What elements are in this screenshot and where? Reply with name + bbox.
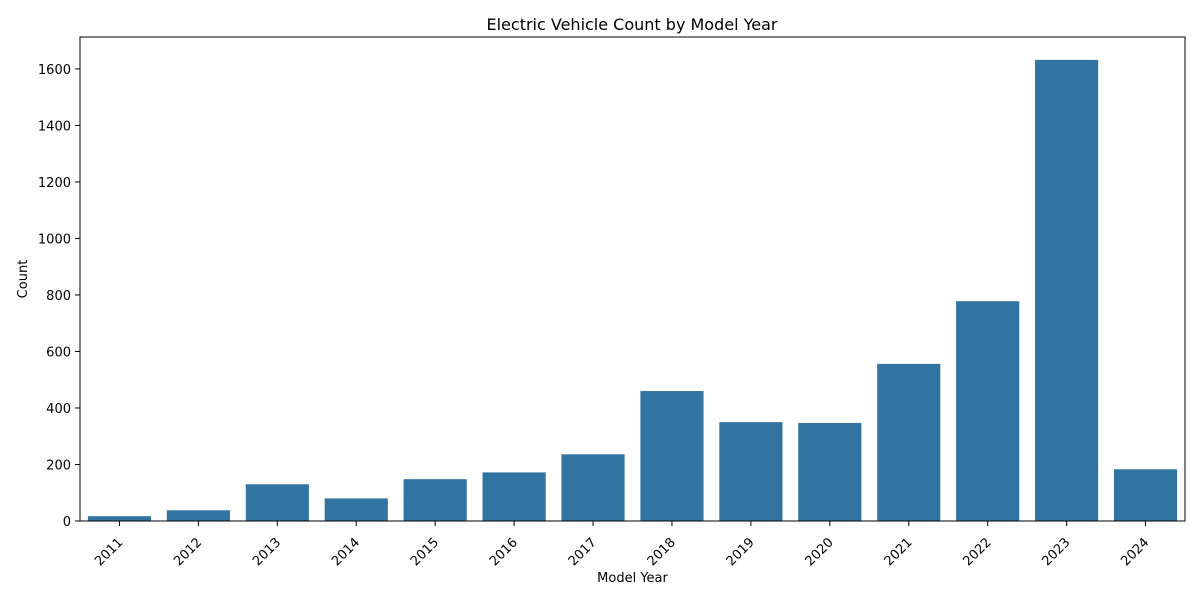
bar-2020 [798, 422, 862, 521]
y-tick-label: 0 [63, 515, 71, 530]
chart-title: Electric Vehicle Count by Model Year [487, 15, 778, 34]
plot-frame [79, 36, 1186, 522]
x-axis-label: Model Year [597, 571, 668, 586]
x-tick-label: 2012 [171, 535, 205, 569]
y-tick-label: 1400 [38, 119, 71, 134]
bar-2016 [482, 472, 546, 521]
bar-2019 [719, 422, 783, 521]
y-tick-label: 1200 [38, 176, 71, 191]
x-tick-label: 2018 [645, 535, 679, 569]
y-tick-label: 1600 [38, 63, 71, 78]
bar-2018 [640, 391, 704, 521]
bar-2017 [561, 454, 625, 521]
bar-2023 [1035, 59, 1099, 521]
x-tick-label: 2013 [250, 535, 284, 569]
bars-group [87, 59, 1178, 521]
y-tick-label: 800 [46, 289, 71, 304]
x-tick-label: 2014 [329, 535, 363, 569]
x-tick-label: 2011 [92, 535, 126, 569]
x-tick-label: 2019 [724, 535, 758, 569]
x-tick-label: 2015 [408, 535, 442, 569]
x-tick-label: 2023 [1039, 535, 1073, 569]
bar-2012 [166, 510, 230, 521]
x-tick-label: 2022 [960, 535, 994, 569]
bar-2022 [956, 301, 1020, 521]
bar-2024 [1113, 469, 1178, 521]
y-axis: 0 200 400 600 800 1000 1200 1400 1600 [38, 63, 80, 530]
x-tick-label: 2021 [882, 535, 916, 569]
x-tick-label: 2017 [566, 535, 600, 569]
bar-2021 [877, 363, 941, 521]
y-tick-label: 200 [46, 458, 71, 473]
x-tick-label: 2016 [487, 535, 521, 569]
y-tick-label: 1000 [38, 232, 71, 247]
bar-2014 [324, 498, 388, 521]
bar-2015 [403, 479, 467, 521]
x-tick-label: 2024 [1118, 535, 1152, 569]
x-axis: 2011 2012 2013 2014 2015 2016 2017 2018 2019 2020… [92, 521, 1152, 569]
y-axis-label: Count [16, 260, 31, 299]
bar-2011 [87, 516, 152, 521]
y-tick-label: 600 [46, 345, 71, 360]
bar-2013 [245, 484, 309, 521]
y-tick-label: 400 [46, 402, 71, 417]
x-tick-label: 2020 [803, 535, 837, 569]
